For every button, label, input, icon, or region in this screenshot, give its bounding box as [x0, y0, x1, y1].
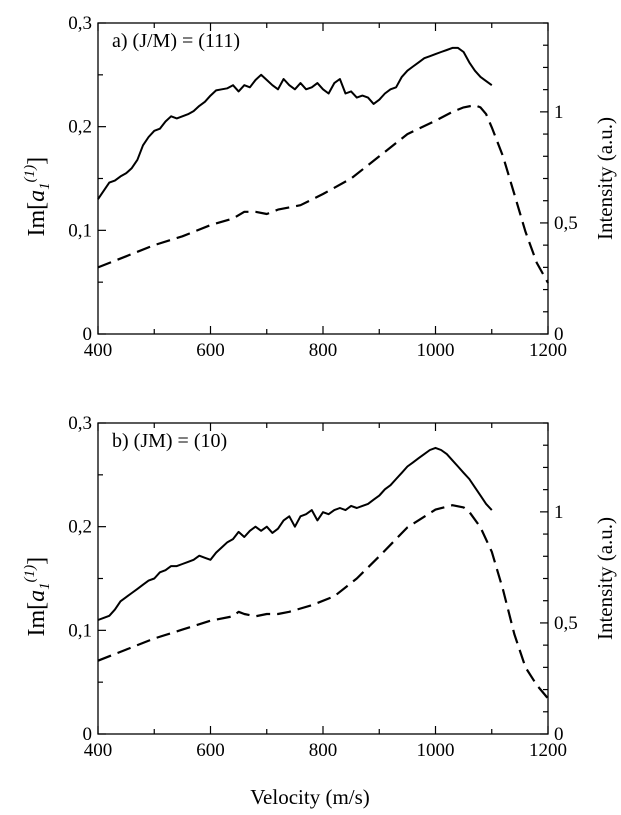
x-tick-label: 600: [196, 740, 225, 761]
y-right-tick-label: 1: [554, 102, 564, 123]
series-line-dashed: [97, 504, 549, 700]
plot-frame: [97, 22, 549, 335]
series-line-dashed: [97, 104, 549, 284]
y-left-tick-label: 0,3: [68, 13, 92, 34]
y-right-axis-title: Intensity (a.u.): [593, 517, 617, 640]
x-tick-label: 1000: [417, 340, 455, 361]
panel-label: b) (JM) = (10): [112, 430, 227, 452]
y-left-tick-label: 0,1: [68, 620, 92, 641]
series-line-solid: [97, 446, 493, 621]
y-left-tick-label: 0,3: [68, 413, 92, 434]
x-tick-label: 400: [84, 740, 113, 761]
y-left-tick-label: 0,2: [68, 117, 92, 138]
y-left-axis-title-text: Im[a1(1)]: [22, 157, 53, 237]
x-tick-label: 800: [309, 740, 338, 761]
y-right-axis-title: Intensity (a.u.): [593, 117, 617, 240]
y-right-tick-label: 0: [554, 324, 564, 345]
series-line-solid: [97, 46, 493, 200]
x-axis-title: Velocity (m/s): [250, 785, 370, 809]
plot-frame: [97, 422, 549, 735]
x-tick-label: 1200: [529, 340, 567, 361]
y-right-tick-label: 1: [554, 502, 564, 523]
y-left-tick-label: 0,2: [68, 517, 92, 538]
y-left-axis-title-text: Im[a1(1)]: [22, 557, 53, 637]
panel-label: a) (J/M) = (111): [112, 30, 240, 52]
x-tick-label: 1200: [529, 740, 567, 761]
x-tick-label: 1000: [417, 740, 455, 761]
x-tick-label: 800: [309, 340, 338, 361]
y-right-tick-label: 0: [554, 724, 564, 745]
y-left-axis-title: Im[a1(1)]: [22, 557, 53, 637]
y-left-tick-label: 0: [83, 324, 93, 345]
x-tick-label: 400: [84, 340, 113, 361]
y-left-axis-title: Im[a1(1)]: [22, 157, 53, 237]
y-left-tick-label: 0,1: [68, 220, 92, 241]
y-left-tick-label: 0: [83, 724, 93, 745]
y-right-tick-label: 0,5: [554, 213, 578, 234]
x-tick-label: 600: [196, 340, 225, 361]
y-right-tick-label: 0,5: [554, 613, 578, 634]
